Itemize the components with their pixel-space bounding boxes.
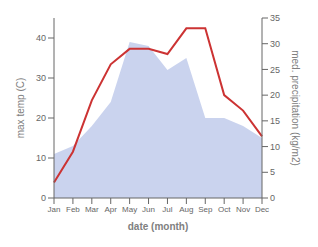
svg-text:Feb: Feb xyxy=(66,205,80,214)
svg-text:10: 10 xyxy=(36,153,46,163)
svg-text:Dec: Dec xyxy=(255,205,269,214)
svg-text:May: May xyxy=(122,205,137,214)
svg-text:Aug: Aug xyxy=(179,205,193,214)
svg-text:Sep: Sep xyxy=(198,205,213,214)
svg-text:med. precipitation (kg/m2): med. precipitation (kg/m2) xyxy=(290,50,301,166)
svg-text:Jul: Jul xyxy=(162,205,172,214)
svg-text:Oct: Oct xyxy=(218,205,231,214)
svg-text:date (month): date (month) xyxy=(128,221,189,232)
svg-text:Jun: Jun xyxy=(142,205,155,214)
svg-text:0: 0 xyxy=(270,193,275,203)
svg-text:5: 5 xyxy=(270,167,275,177)
svg-text:40: 40 xyxy=(36,33,46,43)
svg-text:Nov: Nov xyxy=(236,205,250,214)
svg-text:15: 15 xyxy=(270,116,280,126)
svg-text:25: 25 xyxy=(270,65,280,75)
svg-text:30: 30 xyxy=(36,73,46,83)
svg-text:20: 20 xyxy=(270,90,280,100)
svg-text:0: 0 xyxy=(41,193,46,203)
svg-text:max temp (C): max temp (C) xyxy=(15,78,26,139)
svg-text:Jan: Jan xyxy=(48,205,61,214)
svg-text:10: 10 xyxy=(270,142,280,152)
svg-text:35: 35 xyxy=(270,13,280,23)
svg-text:30: 30 xyxy=(270,39,280,49)
svg-text:20: 20 xyxy=(36,113,46,123)
svg-text:Mar: Mar xyxy=(85,205,99,214)
svg-text:Apr: Apr xyxy=(105,205,118,214)
